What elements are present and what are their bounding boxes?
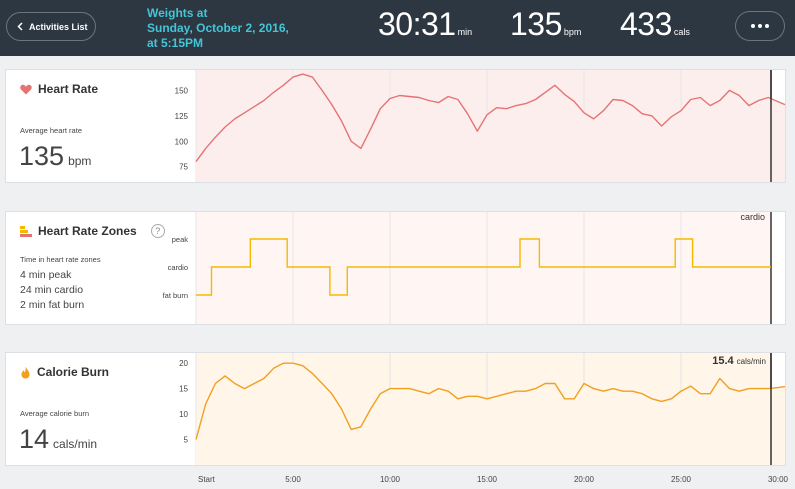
- x-tick-label: 25:00: [671, 475, 692, 484]
- x-tick-label: 20:00: [574, 475, 595, 484]
- activity-title: Weights at Sunday, October 2, 2016, at 5…: [147, 6, 289, 51]
- zone-line: [196, 238, 771, 296]
- zone-line-fat-burn: 2 min fat burn: [20, 299, 85, 311]
- x-tick-label: 30:00: [768, 475, 789, 484]
- duration-stat: 30:31 min: [378, 6, 472, 43]
- zones-summary-label: Time in heart rate zones: [20, 255, 101, 264]
- y-tick-label: cardio: [168, 263, 188, 272]
- heart-rate-value: 135: [510, 6, 562, 42]
- zones-bars-icon: [20, 225, 32, 237]
- heart-rate-title-text: Heart Rate: [38, 82, 99, 96]
- avg-calorie: 14 cals/min: [19, 424, 97, 455]
- avg-calorie-unit: cals/min: [53, 437, 98, 451]
- series-area: [196, 74, 785, 182]
- calorie-card-title: Calorie Burn: [20, 365, 109, 379]
- activity-title-line3: at 5:15PM: [147, 36, 204, 50]
- zone-line-cardio: 24 min cardio: [20, 284, 84, 296]
- zones-title-text: Heart Rate Zones: [38, 224, 137, 238]
- calorie-title-text: Calorie Burn: [37, 365, 110, 379]
- dot: [765, 24, 769, 28]
- y-tick-label: 100: [175, 137, 189, 146]
- series-line: [195, 362, 786, 440]
- y-tick-label: 10: [179, 410, 188, 419]
- series-area: [196, 363, 785, 465]
- chevron-left-icon: [17, 22, 23, 31]
- dot: [758, 24, 762, 28]
- avg-heart-rate-label: Average heart rate: [20, 126, 82, 135]
- activity-title-line1: Weights at: [147, 6, 208, 20]
- zone-line-peak: 4 min peak: [20, 269, 72, 281]
- avg-calorie-label: Average calorie burn: [20, 409, 90, 418]
- duration-unit: min: [457, 27, 473, 37]
- zones-summary: 4 min peak 24 min cardio 2 min fat burn: [20, 268, 84, 313]
- avg-heart-rate-unit: bpm: [68, 154, 92, 168]
- y-tick-label: 20: [179, 359, 188, 368]
- heart-rate-unit: bpm: [563, 27, 582, 37]
- activity-title-line2: Sunday, October 2, 2016,: [147, 21, 289, 35]
- duration-value: 30:31: [378, 6, 456, 42]
- heart-rate-stat: 135 bpm: [510, 6, 581, 43]
- y-tick-label: 5: [184, 436, 189, 445]
- y-tick-label: fat burn: [163, 291, 188, 300]
- flame-icon: [21, 366, 30, 378]
- x-tick-label: 10:00: [380, 475, 401, 484]
- current-zone-label: cardio: [740, 212, 765, 222]
- heart-rate-zones-chart: peak cardio fat burn: [163, 212, 772, 324]
- y-tick-label: 75: [179, 163, 188, 172]
- heart-rate-chart: 75 100 125 150: [175, 70, 786, 182]
- heart-rate-card-title: Heart Rate: [20, 82, 98, 96]
- activities-list-label: Activities List: [29, 21, 88, 32]
- calories-stat: 433 cals: [620, 6, 690, 43]
- calories-value: 433: [620, 6, 672, 42]
- current-calorie-readout: 15.4 cals/min: [712, 355, 766, 367]
- avg-calorie-value: 14: [19, 424, 50, 454]
- y-tick-label: 125: [175, 112, 189, 121]
- top-bar: Activities List Weights at Sunday, Octob…: [0, 0, 795, 56]
- heart-icon: [20, 84, 32, 94]
- avg-heart-rate-value: 135: [19, 141, 65, 171]
- more-options-button[interactable]: [735, 11, 785, 41]
- avg-heart-rate: 135 bpm: [19, 141, 91, 172]
- time-axis: Start 5:00 10:00 15:00 20:00 25:00 30:00: [198, 475, 789, 484]
- series-line: [195, 73, 786, 163]
- x-tick-label: 5:00: [285, 475, 301, 484]
- y-tick-label: 15: [179, 385, 188, 394]
- plot-area: [196, 212, 771, 324]
- help-icon[interactable]: ?: [150, 224, 165, 238]
- x-tick-label: Start: [198, 475, 216, 484]
- x-tick-label: 15:00: [477, 475, 498, 484]
- calorie-burn-chart: 5 10 15 20: [179, 353, 786, 465]
- current-calorie-unit: cals/min: [737, 357, 766, 366]
- activities-list-button[interactable]: Activities List: [6, 12, 96, 41]
- y-tick-label: 150: [175, 86, 189, 95]
- calories-unit: cals: [673, 27, 690, 37]
- current-calorie-value: 15.4: [712, 355, 734, 367]
- y-tick-label: peak: [172, 235, 189, 244]
- zones-card-title: Heart Rate Zones ?: [20, 224, 165, 238]
- dot: [751, 24, 755, 28]
